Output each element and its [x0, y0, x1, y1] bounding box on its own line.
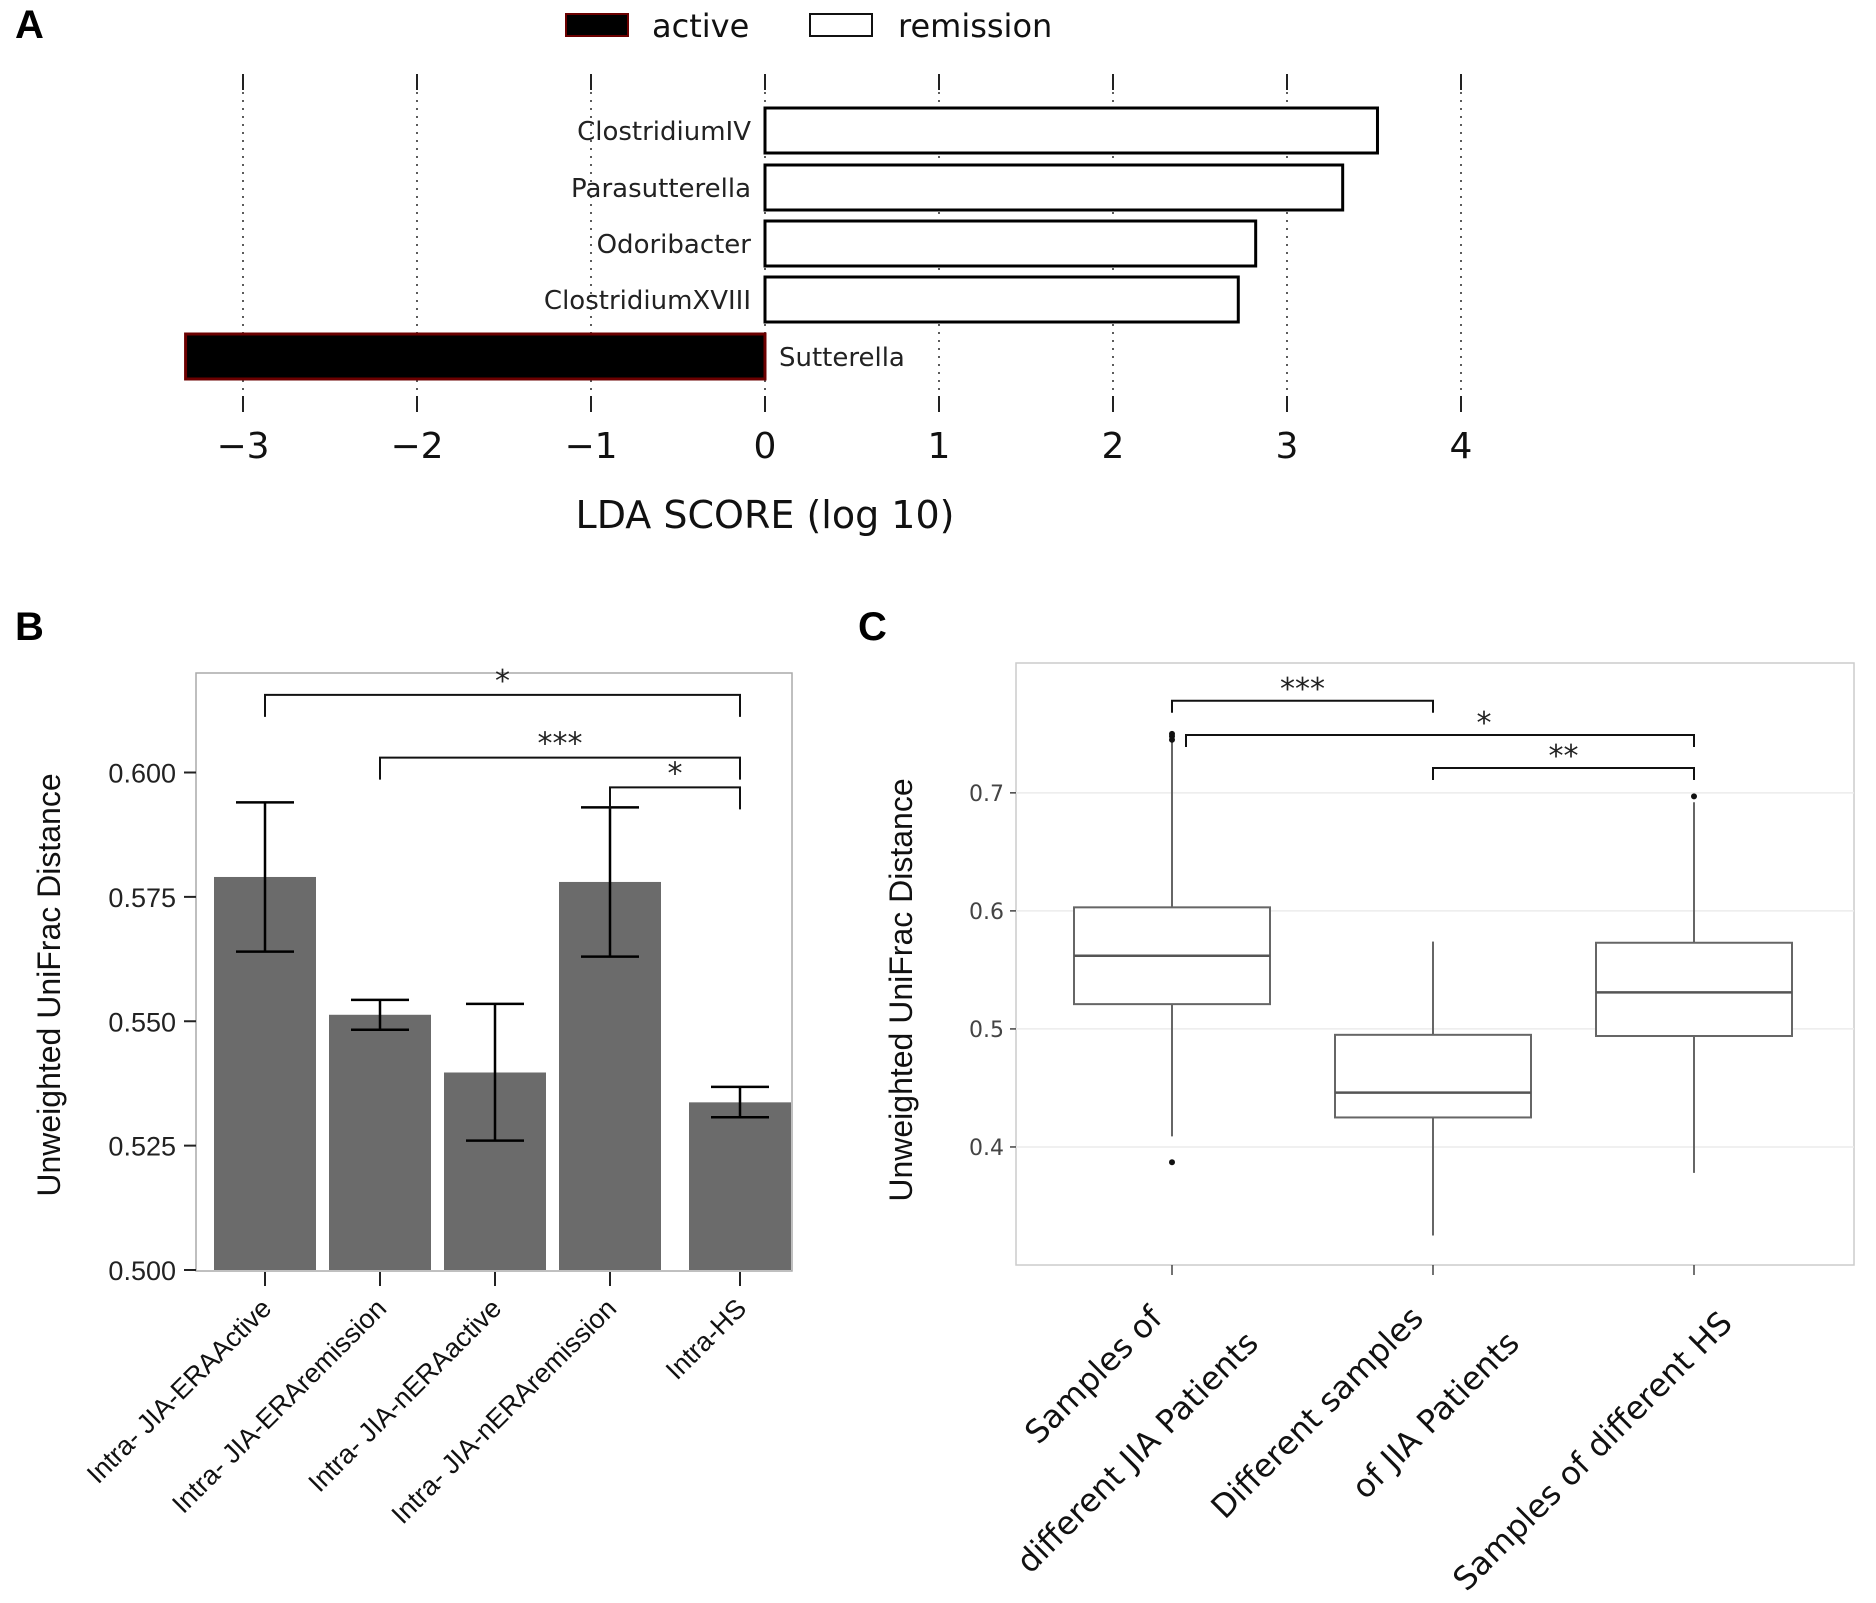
category-label: Intra- JIA-nERAremission [386, 1293, 623, 1530]
x-tick-label: 2 [1102, 426, 1125, 467]
significance-bracket [264, 693, 741, 717]
x-tick-label: −3 [216, 426, 269, 467]
category-label: Intra- JIA-ERAActive [81, 1293, 277, 1489]
box [1595, 941, 1793, 1038]
significance-bracket [1432, 767, 1695, 781]
legend: active remission [565, 7, 1052, 45]
significance-label: * [668, 756, 683, 791]
significance-bracket [379, 756, 741, 780]
x-tick-label: 4 [1450, 426, 1473, 467]
y-tick-label: 0.575 [108, 883, 176, 913]
legend-label-active: active [652, 7, 749, 45]
lda-bar [763, 275, 1240, 324]
category-label: Intra- JIA-nERAactive [302, 1293, 507, 1498]
outlier-point [1169, 1159, 1175, 1166]
x-tick-label: 3 [1276, 426, 1299, 467]
significance-bracket [609, 786, 741, 810]
y-tick-label: 0.4 [969, 1136, 1004, 1161]
category-label-line2: different JIA Patients [1009, 1324, 1266, 1581]
y-tick-label: 0.500 [108, 1256, 176, 1286]
lda-bar [763, 219, 1258, 268]
y-tick-label: 0.6 [969, 900, 1004, 925]
outlier-point [1691, 793, 1697, 800]
panel-label-c: C [858, 605, 887, 649]
significance-label: ** [1549, 739, 1579, 774]
lda-chart: active remission ClostridiumIV Parasutter… [184, 7, 1473, 537]
lda-bar [184, 332, 767, 381]
category-label: Parasutterella [571, 174, 751, 204]
x-tick-label: 0 [754, 426, 777, 467]
y-tick-label: 0.5 [969, 1018, 1004, 1043]
category-label: ClostridiumIV [577, 117, 751, 147]
significance-bracket [1171, 699, 1434, 713]
legend-swatch-active [565, 13, 629, 37]
outlier-point [1169, 736, 1175, 743]
legend-label-remission: remission [898, 7, 1052, 45]
category-label: Sutterella [779, 343, 905, 373]
y-tick-label: 0.600 [108, 759, 176, 789]
y-axis-title: Unweighted UniFrac Distance [883, 778, 919, 1201]
x-axis-title: LDA SCORE (log 10) [576, 493, 955, 537]
bar [689, 1102, 791, 1270]
significance-label: * [495, 664, 510, 699]
box-chart-c: ****** 0.40.50.60.7 Samples ofdifferent … [883, 662, 1855, 1598]
box [1334, 1033, 1532, 1119]
x-tick-label: 1 [928, 426, 951, 467]
category-label: Intra-HS [660, 1293, 752, 1385]
x-tick-label: −1 [564, 426, 617, 467]
bar [329, 1014, 431, 1270]
panel-label-b: B [15, 605, 44, 649]
category-label: ClostridiumXVIII [544, 286, 751, 316]
category-label: Intra- JIA-ERAremission [166, 1293, 392, 1519]
lda-bar [763, 106, 1379, 155]
significance-label: *** [1280, 672, 1325, 707]
lda-bar [763, 163, 1345, 212]
panel-label-a: A [15, 3, 44, 47]
significance-bracket [1185, 734, 1695, 748]
y-axis-title: Unweighted UniFrac Distance [31, 773, 67, 1196]
x-tick-label: −2 [390, 426, 443, 467]
y-tick-label: 0.550 [108, 1007, 176, 1037]
significance-label: *** [538, 727, 583, 762]
y-tick-label: 0.7 [969, 782, 1004, 807]
significance-label: * [1477, 706, 1492, 741]
category-label: Odoribacter [597, 230, 752, 260]
legend-swatch-remission [809, 13, 873, 37]
y-tick-label: 0.525 [108, 1132, 176, 1162]
